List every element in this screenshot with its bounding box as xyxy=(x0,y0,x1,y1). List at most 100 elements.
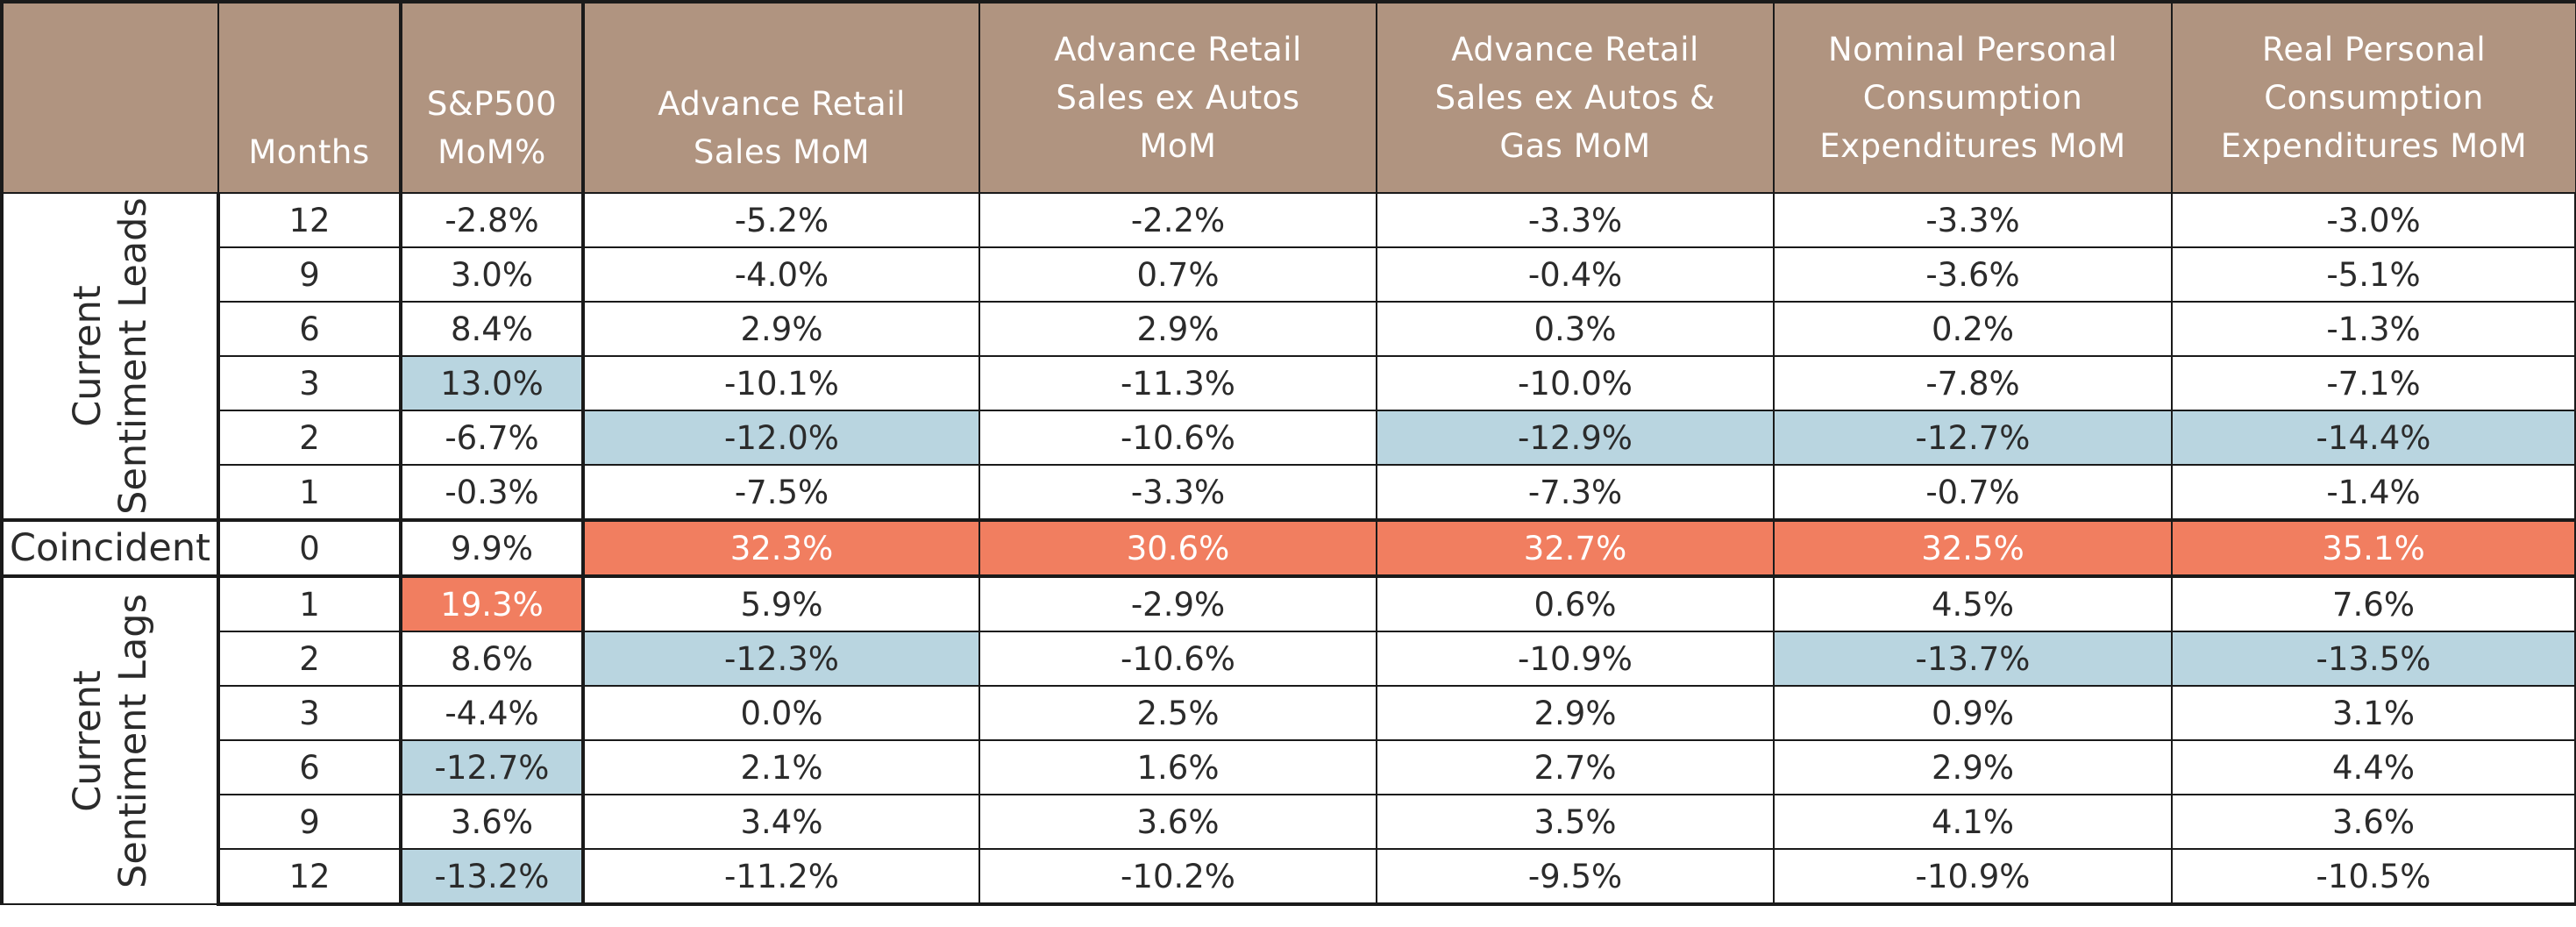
months-cell: 9 xyxy=(217,246,402,303)
table-row: 2 -6.7% -12.0% -10.6% -12.9% -12.7% -14.4% xyxy=(2,410,2576,466)
header-nominal-pce: Nominal Personal Consumption Expenditures … xyxy=(1773,0,2173,194)
value-cell: -12.7% xyxy=(399,739,585,795)
value-cell: 2.9% xyxy=(1376,685,1775,741)
value-cell: -9.5% xyxy=(1376,848,1775,906)
value-cell: 5.9% xyxy=(582,575,980,632)
value-cell: 3.5% xyxy=(1376,794,1775,850)
value-cell: -1.3% xyxy=(2171,301,2576,357)
value-cell: 30.6% xyxy=(978,518,1377,578)
value-cell: -3.3% xyxy=(1773,192,2173,248)
group-label-text: Current Sentiment Leads xyxy=(65,197,155,515)
value-cell: 3.6% xyxy=(399,794,585,850)
value-cell: 19.3% xyxy=(399,575,585,632)
value-cell: 2.7% xyxy=(1376,739,1775,795)
value-cell: 35.1% xyxy=(2171,518,2576,578)
value-cell: -1.4% xyxy=(2171,464,2576,522)
value-cell: 0.3% xyxy=(1376,301,1775,357)
table-row: 6 8.4% 2.9% 2.9% 0.3% 0.2% -1.3% xyxy=(2,301,2576,357)
header-sp500: S&P500 MoM% xyxy=(399,0,585,194)
value-cell: 3.4% xyxy=(582,794,980,850)
group-label: Current Sentiment Lags xyxy=(0,575,220,905)
header-real-pce: Real Personal Consumption Expenditures MoM xyxy=(2171,0,2576,194)
months-cell: 6 xyxy=(217,739,402,795)
value-cell: -12.0% xyxy=(582,410,980,466)
value-cell: -5.1% xyxy=(2171,246,2576,303)
value-cell: 1.6% xyxy=(978,739,1377,795)
months-cell: 1 xyxy=(217,575,402,632)
value-cell: 3.6% xyxy=(2171,794,2576,850)
value-cell: 7.6% xyxy=(2171,575,2576,632)
value-cell: -13.5% xyxy=(2171,631,2576,687)
value-cell: -2.8% xyxy=(399,192,585,248)
value-cell: -0.7% xyxy=(1773,464,2173,522)
value-cell: -6.7% xyxy=(399,410,585,466)
value-cell: 32.7% xyxy=(1376,518,1775,578)
group-label-text: Current Sentiment Lags xyxy=(65,593,155,888)
table-row: Current Sentiment Leads 12 -2.8% -5.2% -2.2% -… xyxy=(0,192,2576,521)
group-label: Coincident xyxy=(0,518,220,578)
value-cell: 4.5% xyxy=(1773,575,2173,632)
value-cell: -10.9% xyxy=(1773,848,2173,906)
value-cell: -13.7% xyxy=(1773,631,2173,687)
months-cell: 0 xyxy=(217,518,402,578)
value-cell: -0.4% xyxy=(1376,246,1775,303)
value-cell: 0.0% xyxy=(582,685,980,741)
value-cell: -10.2% xyxy=(978,848,1377,906)
value-cell: 0.2% xyxy=(1773,301,2173,357)
table-row: 2 8.6% -12.3% -10.6% -10.9% -13.7% -13.5% xyxy=(2,631,2576,687)
value-cell: -5.2% xyxy=(582,192,980,248)
months-cell: 3 xyxy=(217,355,402,411)
value-cell: -2.2% xyxy=(978,192,1377,248)
value-cell: 8.4% xyxy=(399,301,585,357)
table-row: 9 3.6% 3.4% 3.6% 3.5% 4.1% 3.6% xyxy=(2,794,2576,850)
table-row: 3 13.0% -10.1% -11.3% -10.0% -7.8% -7.1% xyxy=(2,355,2576,411)
months-cell: 12 xyxy=(217,848,402,906)
value-cell: -11.3% xyxy=(978,355,1377,411)
header-retail-ex-autos-gas: Advance Retail Sales ex Autos & Gas MoM xyxy=(1376,0,1775,194)
value-cell: 4.4% xyxy=(2171,739,2576,795)
table-body: Current Sentiment Leads 12 -2.8% -5.2% -2.2% -… xyxy=(0,192,2576,906)
value-cell: -7.3% xyxy=(1376,464,1775,522)
table-row: 12 -13.2% -11.2% -10.2% -9.5% -10.9% -10.5% xyxy=(2,848,2576,906)
table-row: 9 3.0% -4.0% 0.7% -0.4% -3.6% -5.1% xyxy=(2,246,2576,303)
value-cell: 2.9% xyxy=(582,301,980,357)
value-cell: -10.1% xyxy=(582,355,980,411)
value-cell: -10.9% xyxy=(1376,631,1775,687)
header-corner xyxy=(0,0,219,194)
months-cell: 12 xyxy=(217,192,402,248)
value-cell: -3.3% xyxy=(978,464,1377,522)
value-cell: -12.7% xyxy=(1773,410,2173,466)
value-cell: -10.0% xyxy=(1376,355,1775,411)
value-cell: 2.9% xyxy=(1773,739,2173,795)
value-cell: 3.1% xyxy=(2171,685,2576,741)
value-cell: 9.9% xyxy=(399,518,585,578)
value-cell: -10.5% xyxy=(2171,848,2576,906)
value-cell: -3.3% xyxy=(1376,192,1775,248)
value-cell: -2.9% xyxy=(978,575,1377,632)
value-cell: 3.6% xyxy=(978,794,1377,850)
header-retail-ex-autos: Advance Retail Sales ex Autos MoM xyxy=(978,0,1377,194)
months-cell: 6 xyxy=(217,301,402,357)
value-cell: -11.2% xyxy=(582,848,980,906)
value-cell: 3.0% xyxy=(399,246,585,303)
value-cell: 32.5% xyxy=(1773,518,2173,578)
value-cell: -13.2% xyxy=(399,848,585,906)
value-cell: -4.0% xyxy=(582,246,980,303)
value-cell: 2.1% xyxy=(582,739,980,795)
value-cell: -7.1% xyxy=(2171,355,2576,411)
value-cell: -12.9% xyxy=(1376,410,1775,466)
months-cell: 2 xyxy=(217,410,402,466)
months-cell: 1 xyxy=(217,464,402,522)
months-cell: 2 xyxy=(217,631,402,687)
value-cell: -4.4% xyxy=(399,685,585,741)
value-cell: 2.9% xyxy=(978,301,1377,357)
correlation-table: Months S&P500 MoM% Advance Retail Sales MoM A… xyxy=(0,0,2576,906)
value-cell: 2.5% xyxy=(978,685,1377,741)
value-cell: 4.1% xyxy=(1773,794,2173,850)
value-cell: 32.3% xyxy=(582,518,980,578)
table-row: 1 -0.3% -7.5% -3.3% -7.3% -0.7% -1.4% xyxy=(2,464,2576,522)
value-cell: -7.5% xyxy=(582,464,980,522)
table-row: Coincident 0 9.9% 32.3% 30.6% 32.7% 32.5% 35.1% xyxy=(0,518,2576,578)
value-cell: -3.6% xyxy=(1773,246,2173,303)
value-cell: -14.4% xyxy=(2171,410,2576,466)
